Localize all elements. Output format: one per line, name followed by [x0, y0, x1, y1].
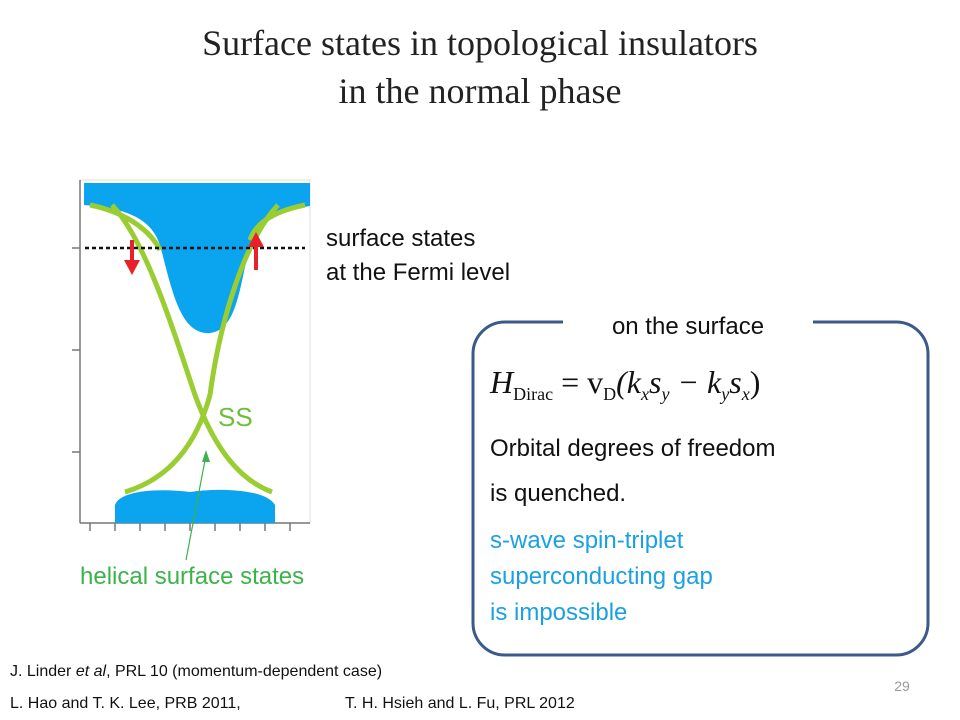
reference: L. Hao and T. K. Lee, PRB 2011, [10, 695, 241, 712]
fermi-label: surface states [326, 225, 475, 252]
band-label: SS [218, 402, 253, 432]
title-line: Surface states in topological insulators [202, 23, 758, 63]
reference: J. Linder et al, PRL 10 (momentum-depend… [10, 663, 382, 680]
band-figure: SS [72, 179, 311, 561]
box-text: Orbital degrees of freedom [490, 435, 775, 462]
box-text: is quenched. [490, 480, 626, 507]
reference: T. H. Hsieh and L. Fu, PRL 2012 [345, 695, 575, 712]
highlight-text: is impossible [490, 599, 627, 626]
equation: HDirac = vD(kxsy − kysx) [489, 364, 760, 404]
label-gap [563, 305, 813, 339]
highlight-text: superconducting gap [490, 563, 713, 590]
highlight-text: s-wave spin-triplet [490, 527, 684, 554]
ticks [72, 247, 291, 531]
pointer-head [202, 450, 210, 462]
conduction-band [84, 183, 310, 334]
page-number: 29 [894, 678, 910, 694]
box-label: on the surface [612, 313, 764, 340]
fermi-label: at the Fermi level [326, 259, 510, 286]
pointer [185, 454, 207, 561]
spin-arrows [124, 232, 264, 275]
helical-label: helical surface states [80, 563, 304, 590]
title-line: in the normal phase [339, 71, 622, 111]
valence-band [115, 489, 275, 523]
